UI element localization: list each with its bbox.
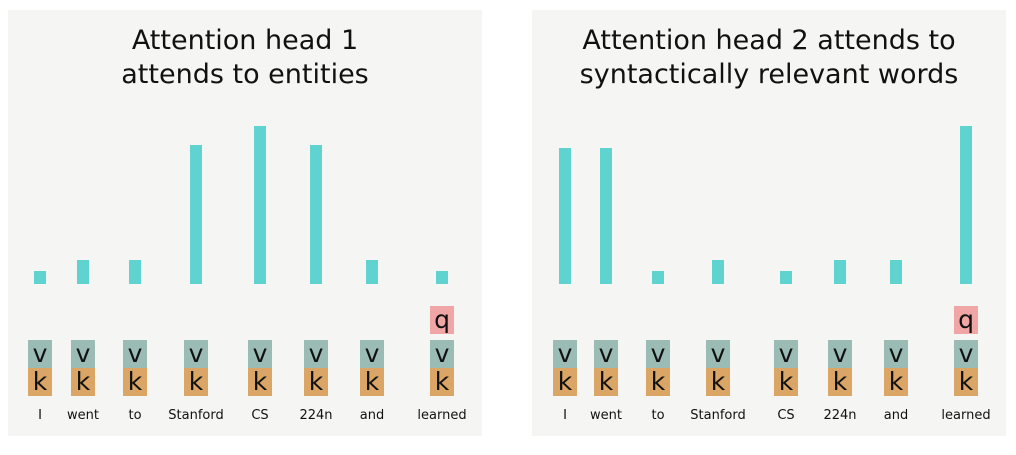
key-box: k <box>774 368 798 396</box>
attention-panel-head-2: Attention head 2 attends to syntacticall… <box>532 10 1006 436</box>
value-box: v <box>430 340 454 368</box>
key-box: k <box>828 368 852 396</box>
token-label: to <box>128 408 142 423</box>
token-label: I <box>563 408 567 423</box>
query-box: q <box>430 306 454 334</box>
token-label: CS <box>251 408 269 423</box>
token-label: to <box>651 408 665 423</box>
value-box: v <box>706 340 730 368</box>
value-box: v <box>123 340 147 368</box>
attention-bar <box>652 271 664 284</box>
value-box: v <box>594 340 618 368</box>
key-box: k <box>71 368 95 396</box>
attention-bar <box>254 126 266 284</box>
attention-bar <box>960 126 972 284</box>
key-box: k <box>646 368 670 396</box>
attention-bar <box>77 260 89 284</box>
value-box: v <box>248 340 272 368</box>
key-box: k <box>248 368 272 396</box>
token-label: learned <box>417 408 467 423</box>
panel-title: Attention head 1 attends to entities <box>8 24 482 92</box>
value-box: v <box>553 340 577 368</box>
token-label: went <box>67 408 99 423</box>
value-box: v <box>646 340 670 368</box>
token-label: and <box>359 408 385 423</box>
key-box: k <box>184 368 208 396</box>
key-box: k <box>706 368 730 396</box>
key-box: k <box>954 368 978 396</box>
key-box: k <box>553 368 577 396</box>
attention-bar <box>436 271 448 284</box>
panel-title-line-1: Attention head 1 <box>131 25 359 56</box>
token-label: Stanford <box>690 408 746 423</box>
value-box: v <box>828 340 852 368</box>
attention-bar <box>712 260 724 284</box>
token-label: CS <box>777 408 795 423</box>
key-box: k <box>594 368 618 396</box>
token-label: Stanford <box>168 408 224 423</box>
panel-title-line-1: Attention head 2 attends to <box>582 25 956 56</box>
key-box: k <box>123 368 147 396</box>
panel-title-line-2: attends to entities <box>121 59 369 90</box>
attention-bar <box>34 271 46 284</box>
value-box: v <box>71 340 95 368</box>
attention-bar <box>780 271 792 284</box>
panel-title: Attention head 2 attends to syntacticall… <box>532 24 1006 92</box>
token-label: learned <box>941 408 991 423</box>
query-box: q <box>954 306 978 334</box>
token-label: went <box>590 408 622 423</box>
attention-bar <box>129 260 141 284</box>
key-box: k <box>304 368 328 396</box>
attention-bar <box>890 260 902 284</box>
key-box: k <box>28 368 52 396</box>
attention-bar <box>559 148 571 284</box>
attention-bar <box>600 148 612 284</box>
token-label: 224n <box>823 408 857 423</box>
token-label: I <box>38 408 42 423</box>
token-label: 224n <box>299 408 333 423</box>
value-box: v <box>954 340 978 368</box>
attention-bar <box>310 145 322 284</box>
token-label: and <box>883 408 909 423</box>
key-box: k <box>360 368 384 396</box>
attention-bar <box>190 145 202 284</box>
key-box: k <box>430 368 454 396</box>
panel-title-line-2: syntactically relevant words <box>579 59 959 90</box>
value-box: v <box>360 340 384 368</box>
value-box: v <box>184 340 208 368</box>
value-box: v <box>304 340 328 368</box>
attention-bar <box>366 260 378 284</box>
value-box: v <box>884 340 908 368</box>
value-box: v <box>774 340 798 368</box>
attention-bar <box>834 260 846 284</box>
value-box: v <box>28 340 52 368</box>
key-box: k <box>884 368 908 396</box>
